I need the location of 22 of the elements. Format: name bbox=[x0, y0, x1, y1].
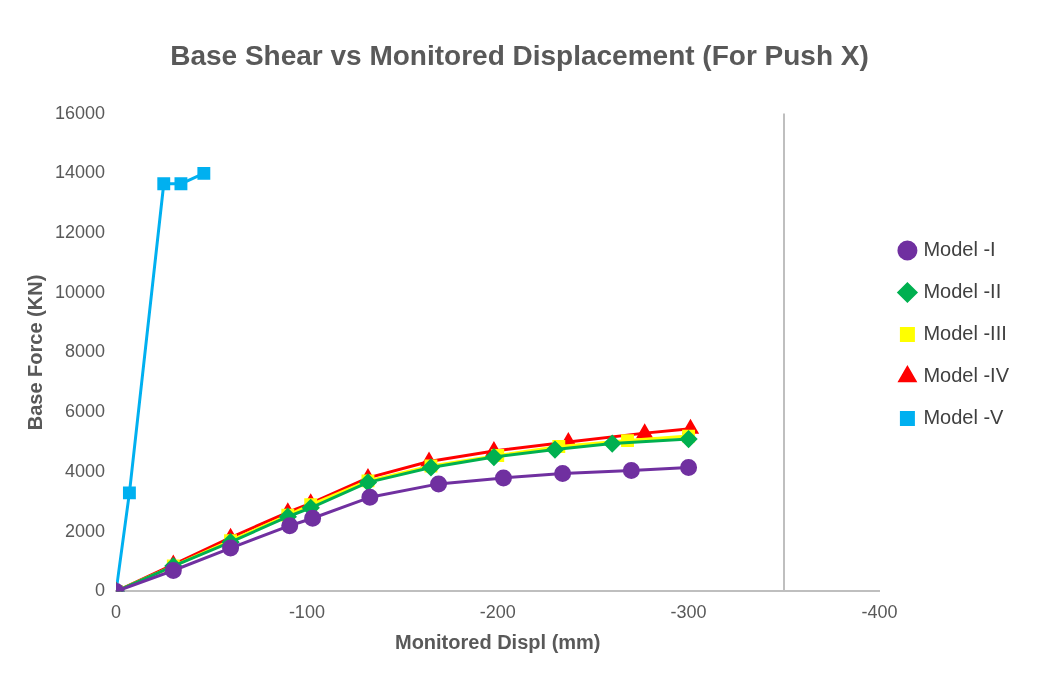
x-tick-label: 0 bbox=[111, 602, 122, 623]
x-axis-title: Monitored Displ (mm) bbox=[394, 630, 601, 653]
legend-label: Model -V bbox=[923, 406, 1005, 429]
y-tick-label: 8000 bbox=[65, 341, 106, 362]
legend-label: Model -IV bbox=[923, 364, 1010, 387]
x-tick-label: -400 bbox=[861, 602, 898, 623]
legend-label: Model -II bbox=[923, 280, 1002, 303]
y-axis-title: Base Force (KN) bbox=[23, 274, 46, 431]
y-tick-label: 10000 bbox=[54, 281, 106, 302]
legend-label: Model -I bbox=[923, 238, 996, 261]
x-tick-label: -300 bbox=[670, 602, 707, 623]
chart-title: Base Shear vs Monitored Displacement (For Push X) bbox=[170, 39, 869, 71]
y-tick-label: 16000 bbox=[54, 102, 106, 123]
y-tick-label: 4000 bbox=[65, 460, 106, 481]
x-tick-label: -100 bbox=[288, 602, 325, 623]
x-tick-label: -200 bbox=[479, 602, 516, 623]
y-tick-label: 2000 bbox=[65, 520, 106, 541]
y-tick-label: 12000 bbox=[54, 222, 106, 243]
y-tick-label: 0 bbox=[95, 580, 106, 601]
y-tick-label: 14000 bbox=[54, 162, 106, 183]
legend-label: Model -III bbox=[923, 322, 1007, 345]
y-tick-label: 6000 bbox=[65, 401, 106, 422]
